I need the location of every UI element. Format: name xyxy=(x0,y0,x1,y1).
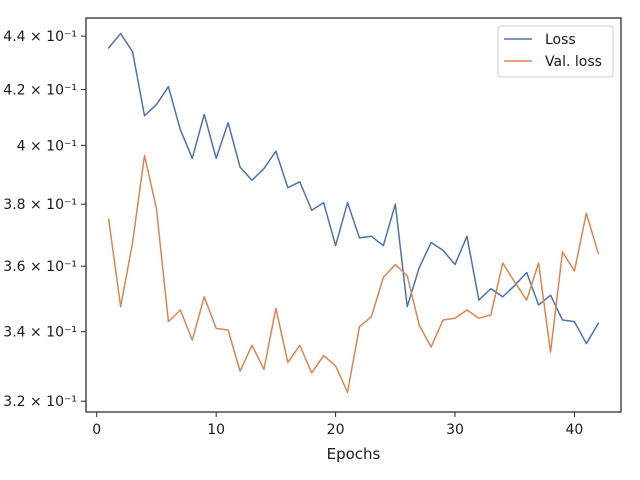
y-tick-label-0: 3.2 × 10⁻¹ xyxy=(3,394,77,410)
y-axis: 3.2 × 10⁻¹ 3.4 × 10⁻¹ 3.6 × 10⁻¹ 3.8 × 10⁻¹… xyxy=(3,29,86,410)
y-tick-label-2: 3.6 × 10⁻¹ xyxy=(3,259,77,275)
y-tick-label-4: 4 × 10⁻¹ xyxy=(17,138,77,154)
x-tick-label-3: 30 xyxy=(446,422,464,438)
x-axis-label: Epochs xyxy=(327,445,381,463)
legend-label-0: Loss xyxy=(545,32,576,48)
y-tick-label-3: 3.8 × 10⁻¹ xyxy=(3,197,77,213)
x-tick-label-1: 10 xyxy=(207,422,225,438)
y-tick-label-6: 4.4 × 10⁻¹ xyxy=(3,29,77,45)
plot-area xyxy=(86,18,621,412)
x-tick-label-4: 40 xyxy=(566,422,584,438)
series-layer xyxy=(107,32,600,394)
y-tick-label-1: 3.4 × 10⁻¹ xyxy=(3,325,77,341)
legend-label-1: Val. loss xyxy=(545,54,602,70)
series-line-0 xyxy=(107,32,600,345)
legend: Loss Val. loss xyxy=(497,25,614,78)
plot-frame xyxy=(85,17,622,413)
x-axis: 0 10 20 30 40 xyxy=(92,412,583,438)
x-tick-label-2: 20 xyxy=(327,422,345,438)
y-tick-label-5: 4.2 × 10⁻¹ xyxy=(3,82,77,98)
x-tick-label-0: 0 xyxy=(92,422,101,438)
series-line-1 xyxy=(107,154,600,394)
